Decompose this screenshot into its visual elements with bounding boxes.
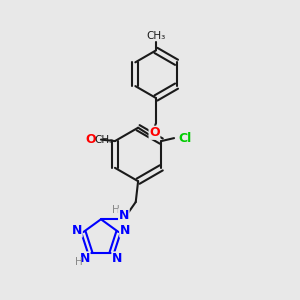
Text: CH₃: CH₃ [146,31,166,41]
Text: N: N [72,224,82,237]
Text: H: H [75,257,83,267]
Text: N: N [112,252,122,265]
Text: H: H [112,205,119,215]
Text: CH₃: CH₃ [94,135,113,145]
Text: O: O [85,133,96,146]
Text: O: O [149,126,160,139]
Text: N: N [119,209,129,222]
Text: Cl: Cl [178,132,191,145]
Text: N: N [80,252,90,265]
Text: N: N [120,224,130,237]
